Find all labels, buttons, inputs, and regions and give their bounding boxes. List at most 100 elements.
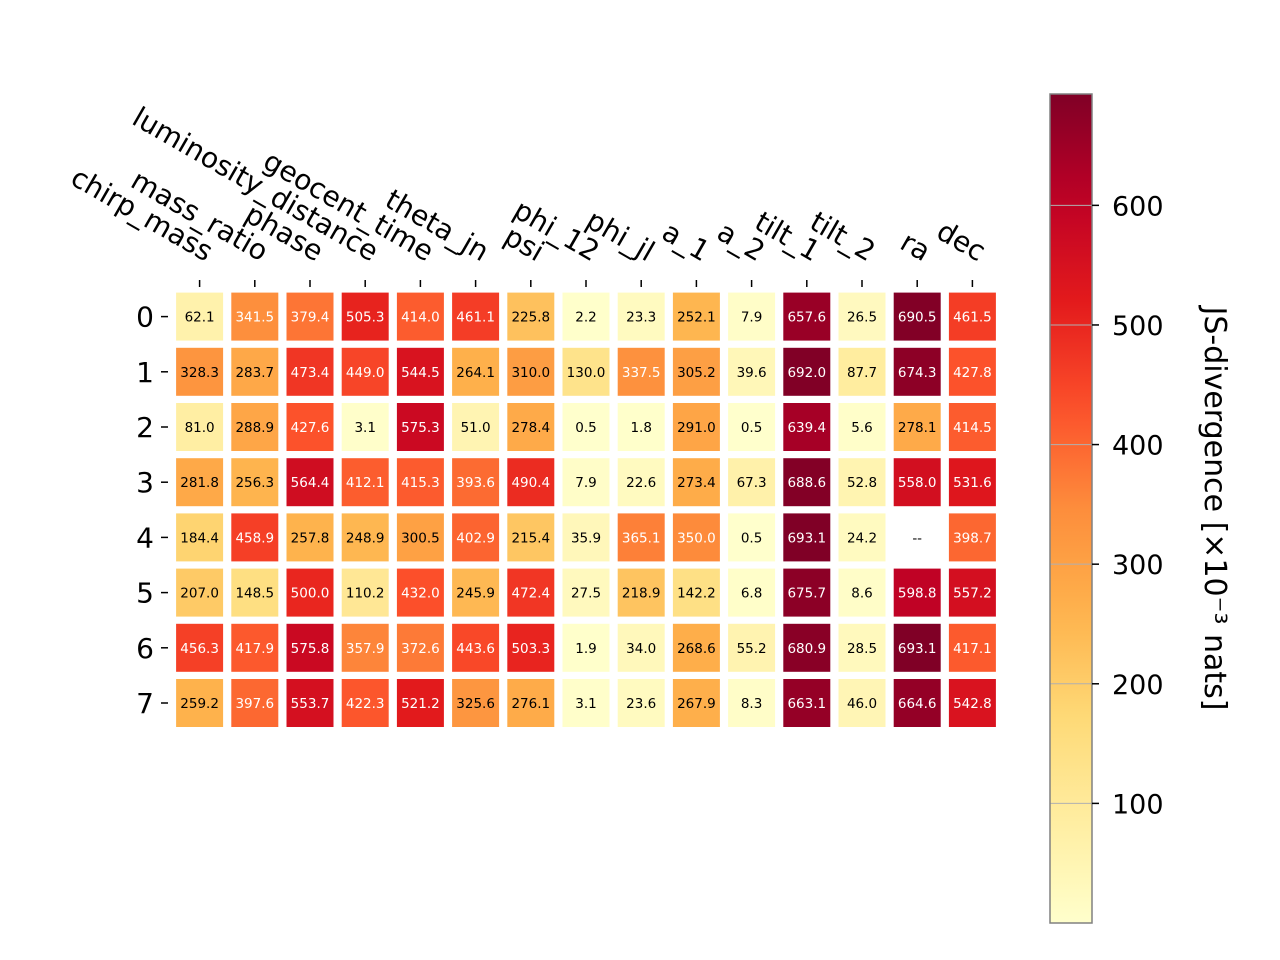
cell-value-label: 23.3 [626,310,656,326]
heatmap-cell [286,623,334,672]
cell-value-label: 3.1 [354,420,375,436]
heatmap-cell [231,292,279,341]
cell-value-label: 598.8 [898,586,937,602]
heatmap-cell [341,458,389,507]
heatmap-cell [452,403,500,451]
cell-value-label: 7.9 [741,310,762,326]
column-ticks [198,280,974,287]
heatmap-cell [728,403,776,451]
heatmap-cell [176,292,224,341]
heatmap-cell [672,292,720,341]
cell-value-label: 5.6 [851,420,872,436]
cell-value-label: 461.1 [456,310,495,326]
cell-value-label: 692.0 [787,365,826,381]
cell-value-label: 27.5 [571,586,601,602]
heatmap-cell [728,568,776,617]
cell-value-label: 639.4 [787,420,826,436]
cell-value-label: 264.1 [456,365,495,381]
cell-value-label: 417.1 [953,641,992,657]
cell-value-label: 505.3 [346,310,385,326]
colorbar-gradient [1050,94,1092,923]
heatmap-cell [176,458,224,507]
cell-value-label: 1.9 [575,641,596,657]
cell-value-label: 663.1 [787,696,826,712]
heatmap-cell [231,347,279,396]
heatmap-cell [838,679,886,727]
cell-value-label: 278.4 [511,420,550,436]
heatmap-cell [728,292,776,341]
colorbar-gridlines [1050,204,1092,804]
cell-value-label: 273.4 [677,475,716,491]
heatmap-cell [783,679,831,727]
cell-value-label: 393.6 [456,475,495,491]
cell-value-label: 24.2 [847,530,877,546]
heatmap-cell [341,568,389,617]
heatmap-cell [893,679,941,727]
row-label: 6 [136,632,154,665]
heatmap-cell [231,513,279,562]
heatmap-cell [617,513,665,562]
heatmap-cell [396,347,444,396]
cell-value-label: 26.5 [847,310,877,326]
heatmap-cell [562,513,610,562]
cell-value-label: 268.6 [677,641,716,657]
cell-value-label: 257.8 [291,530,330,546]
cell-value-label: 62.1 [185,310,215,326]
row-label: 3 [136,466,154,499]
heatmap-cell [396,679,444,727]
heatmap-cell [728,679,776,727]
cell-value-label: 305.2 [677,365,716,381]
colorbar-tick-label: 300 [1112,550,1164,581]
cell-value-label: 664.6 [898,696,937,712]
cell-value-label: 674.3 [898,365,937,381]
heatmap-cell [452,568,500,617]
heatmap-cell [286,292,334,341]
row-label: 7 [136,687,154,720]
heatmap-cell [948,292,996,341]
heatmap-cell [672,347,720,396]
heatmap-cell [728,458,776,507]
cell-value-label: 558.0 [898,475,937,491]
heatmap-cell [838,347,886,396]
cell-value-label: 7.9 [575,475,596,491]
cell-value-label: 443.6 [456,641,495,657]
heatmap-cell [783,292,831,341]
colorbar-frame [1049,93,1093,924]
cell-value-label: 288.9 [235,420,274,436]
cell-value-label: 357.9 [346,641,385,657]
cell-value-label: 184.4 [180,530,219,546]
cell-value-label: 310.0 [511,365,550,381]
cell-value-label: 22.6 [626,475,656,491]
cell-value-label: 0.5 [741,530,762,546]
cell-value-label: 544.5 [401,365,440,381]
cell-value-label: 1.8 [630,420,651,436]
heatmap-cell [948,458,996,507]
heatmap-cell [341,513,389,562]
cell-value-label: 575.3 [401,420,440,436]
heatmap-cell [507,347,555,396]
cell-value-label: 34.0 [626,641,656,657]
cell-value-label: 341.5 [235,310,274,326]
colorbar: 100 200 300 400 500 600 JS-divergence [×10⁻³ … [1049,93,1232,924]
colorbar-tick-label: 200 [1112,670,1164,701]
heatmap-cell [893,623,941,672]
heatmap-cells: 62.1 341.5 379.4 505.3 414.0 461.1 225.8 2.2 23.… [176,292,996,727]
cell-value-label: 575.8 [291,641,330,657]
heatmap-cell [341,403,389,451]
row-labels: 0 1 2 3 4 5 6 7 [136,301,168,720]
cell-value-label: 521.2 [401,696,440,712]
heatmap-cell [617,403,665,451]
cell-value-label: 8.6 [851,586,872,602]
heatmap-cell [948,679,996,727]
cell-value-label: 110.2 [346,586,385,602]
heatmap-cell [396,292,444,341]
heatmap-cell [396,458,444,507]
cell-value-label: 215.4 [511,530,550,546]
heatmap-cell [948,347,996,396]
heatmap-cell [507,458,555,507]
heatmap-cell [562,292,610,341]
heatmap-cell [176,623,224,672]
heatmap-cell [783,513,831,562]
heatmap-cell [452,513,500,562]
